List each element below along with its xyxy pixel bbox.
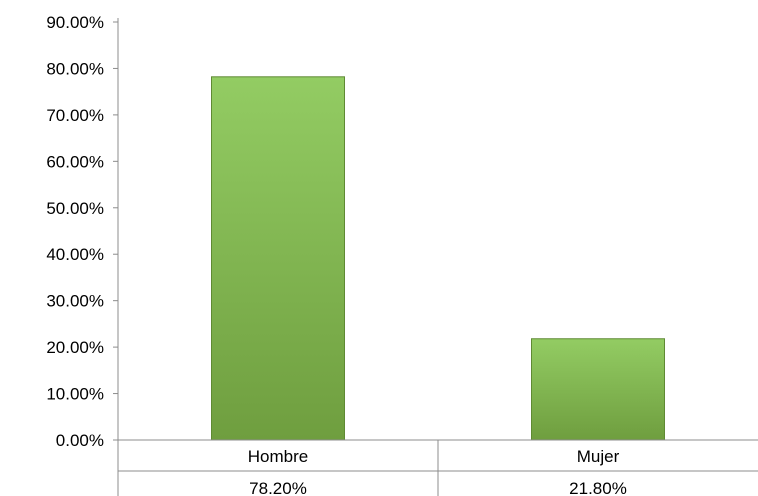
- category-label: Mujer: [577, 447, 620, 466]
- bars: [211, 76, 665, 441]
- y-tick-label: 70.00%: [46, 106, 104, 125]
- y-tick-label: 60.00%: [46, 152, 104, 171]
- bar-mujer: [531, 338, 665, 441]
- y-tick-label: 40.00%: [46, 245, 104, 264]
- y-tick-label: 10.00%: [46, 385, 104, 404]
- y-tick-label: 0.00%: [56, 431, 104, 450]
- y-tick-label: 30.00%: [46, 292, 104, 311]
- y-tick-label: 20.00%: [46, 338, 104, 357]
- value-label: 78.20%: [249, 479, 307, 496]
- bar-hombre: [211, 76, 345, 441]
- data-table: Hombre 78.20% Mujer 21.80%: [118, 439, 758, 496]
- y-axis: 0.00% 10.00% 20.00% 30.00% 40.00% 50.00% 60.00…: [46, 13, 119, 496]
- y-tick-label: 80.00%: [46, 59, 104, 78]
- value-label: 21.80%: [569, 479, 627, 496]
- y-tick-label: 50.00%: [46, 199, 104, 218]
- category-label: Hombre: [248, 447, 308, 466]
- y-tick-label: 90.00%: [46, 13, 104, 32]
